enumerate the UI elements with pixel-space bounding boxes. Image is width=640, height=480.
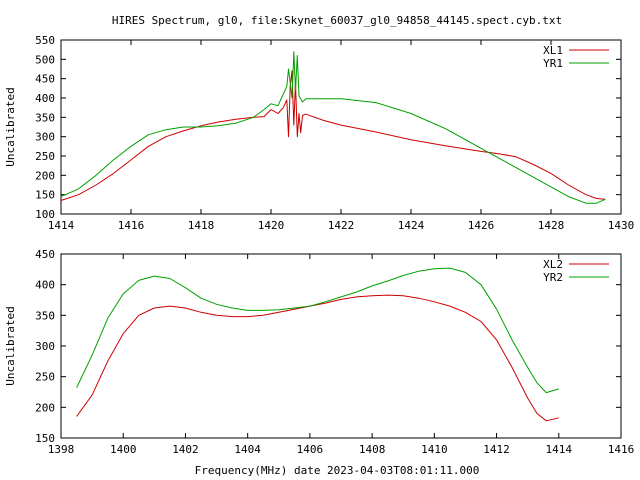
x-axis-label: Frequency(MHz) date 2023-04-03T08:01:11.… bbox=[195, 464, 480, 477]
x-tick-label: 1414 bbox=[546, 443, 573, 456]
y-tick-label: 100 bbox=[35, 208, 55, 221]
y-tick-label: 350 bbox=[35, 309, 55, 322]
x-tick-label: 1416 bbox=[118, 219, 145, 232]
plot-frame bbox=[60, 253, 622, 439]
y-tick-label: 300 bbox=[35, 340, 55, 353]
x-tick-label: 1414 bbox=[48, 219, 75, 232]
plot-frame bbox=[60, 39, 622, 215]
y-axis-label: Uncalibrated bbox=[4, 306, 17, 385]
x-tick-label: 1404 bbox=[234, 443, 261, 456]
y-tick-label: 150 bbox=[35, 432, 55, 445]
legend-label: XL1 bbox=[543, 44, 563, 57]
x-tick-label: 1422 bbox=[328, 219, 355, 232]
x-tick-label: 1428 bbox=[538, 219, 565, 232]
y-tick-label: 400 bbox=[35, 279, 55, 292]
chart-title: HIRES Spectrum, gl0, file:Skynet_60037_g… bbox=[112, 14, 562, 27]
y-tick-label: 550 bbox=[35, 34, 55, 47]
x-tick-label: 1400 bbox=[110, 443, 137, 456]
legend-label: YR1 bbox=[543, 57, 563, 70]
chart-panel-2: 1398 1400 1402 1404 1406 1408 1410 1412 1414 1416… bbox=[4, 248, 634, 456]
x-tick-label: 1412 bbox=[483, 443, 510, 456]
x-tick-label: 1398 bbox=[48, 443, 75, 456]
y-tick-label: 200 bbox=[35, 401, 55, 414]
y-tick-label: 500 bbox=[35, 53, 55, 66]
y-tick-label: 250 bbox=[35, 371, 55, 384]
x-tick-label: 1408 bbox=[359, 443, 386, 456]
x-tick-label: 1410 bbox=[421, 443, 448, 456]
series-line-yr2 bbox=[76, 267, 559, 394]
y-tick-label: 300 bbox=[35, 131, 55, 144]
legend-label: XL2 bbox=[543, 258, 563, 271]
x-tick-label: 1430 bbox=[608, 219, 635, 232]
x-tick-label: 1402 bbox=[172, 443, 199, 456]
x-tick-label: 1418 bbox=[188, 219, 215, 232]
series-line-xl1 bbox=[60, 70, 606, 201]
y-axis-label: Uncalibrated bbox=[4, 87, 17, 166]
chart-panel-1: 1414 1416 1418 1420 1422 1424 1426 1428 1430 100 1… bbox=[4, 34, 634, 232]
x-tick-label: 1420 bbox=[258, 219, 285, 232]
series-line-xl2 bbox=[76, 294, 559, 422]
series-line-yr1 bbox=[60, 51, 606, 204]
y-tick-label: 250 bbox=[35, 150, 55, 163]
x-tick-label: 1416 bbox=[608, 443, 635, 456]
x-tick-label: 1424 bbox=[398, 219, 425, 232]
y-tick-label: 350 bbox=[35, 111, 55, 124]
y-tick-label: 400 bbox=[35, 92, 55, 105]
y-tick-label: 200 bbox=[35, 169, 55, 182]
y-tick-label: 450 bbox=[35, 248, 55, 261]
y-tick-label: 450 bbox=[35, 73, 55, 86]
x-tick-label: 1406 bbox=[297, 443, 324, 456]
y-tick-label: 150 bbox=[35, 189, 55, 202]
x-tick-label: 1426 bbox=[468, 219, 495, 232]
legend-label: YR2 bbox=[543, 271, 563, 284]
